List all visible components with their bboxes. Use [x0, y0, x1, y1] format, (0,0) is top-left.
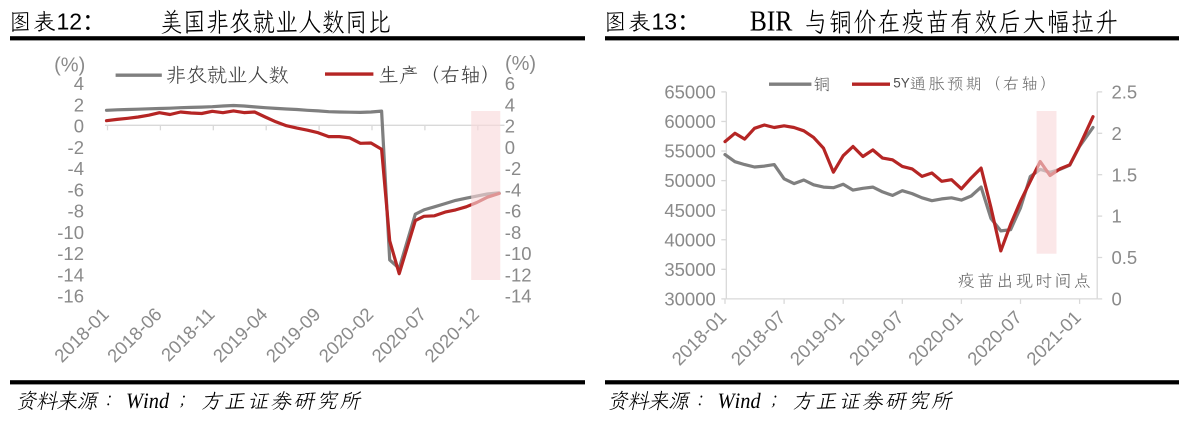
svg-text:45000: 45000 — [664, 200, 715, 221]
svg-text:50000: 50000 — [664, 170, 715, 191]
svg-text:2020-02: 2020-02 — [314, 303, 377, 366]
svg-text:0: 0 — [505, 137, 515, 158]
svg-text:2018-07: 2018-07 — [727, 306, 790, 369]
svg-text:4: 4 — [74, 73, 84, 94]
svg-text:35000: 35000 — [664, 259, 715, 280]
svg-text:-2: -2 — [505, 158, 521, 179]
svg-text:-6: -6 — [505, 201, 521, 222]
svg-text:0: 0 — [1112, 289, 1122, 310]
svg-text:(%): (%) — [505, 53, 536, 75]
svg-text:2018-01: 2018-01 — [50, 303, 113, 366]
svg-text:2: 2 — [505, 116, 515, 137]
svg-text:65000: 65000 — [664, 82, 715, 103]
svg-text:-4: -4 — [68, 158, 84, 179]
svg-text:4: 4 — [505, 94, 515, 115]
svg-text:30000: 30000 — [664, 289, 715, 310]
svg-text:-16: -16 — [57, 286, 84, 307]
svg-text:2020-01: 2020-01 — [904, 306, 967, 369]
svg-text:-2: -2 — [68, 137, 84, 158]
svg-text:2018-06: 2018-06 — [103, 303, 166, 366]
svg-text:-14: -14 — [505, 286, 532, 307]
svg-text:-10: -10 — [505, 243, 532, 264]
svg-text:6: 6 — [505, 73, 515, 94]
svg-text:2020-12: 2020-12 — [420, 303, 483, 366]
svg-text:55000: 55000 — [664, 141, 715, 162]
svg-text:0: 0 — [74, 116, 84, 137]
svg-text:2020-07: 2020-07 — [367, 303, 430, 366]
svg-text:-8: -8 — [505, 222, 521, 243]
svg-text:2019-01: 2019-01 — [786, 306, 849, 369]
svg-text:2019-04: 2019-04 — [209, 303, 272, 366]
svg-text:-10: -10 — [57, 222, 84, 243]
svg-text:2018-11: 2018-11 — [157, 303, 219, 365]
svg-text:-12: -12 — [57, 243, 84, 264]
svg-text:2: 2 — [1112, 123, 1122, 144]
svg-text:-6: -6 — [68, 179, 84, 200]
svg-text:2020-07: 2020-07 — [963, 306, 1026, 369]
svg-text:-12: -12 — [505, 264, 532, 285]
svg-text:2019-09: 2019-09 — [262, 303, 325, 366]
svg-text:1: 1 — [1112, 206, 1122, 227]
svg-text:0.5: 0.5 — [1112, 247, 1138, 268]
svg-text:-14: -14 — [57, 264, 84, 285]
svg-text:-4: -4 — [505, 179, 521, 200]
svg-text:5Y: 5Y — [893, 75, 910, 90]
svg-text:12：: 12： — [57, 9, 106, 35]
svg-text:40000: 40000 — [664, 229, 715, 250]
svg-text:2021-01: 2021-01 — [1022, 306, 1085, 369]
svg-text:60000: 60000 — [664, 111, 715, 132]
svg-text:2: 2 — [74, 94, 84, 115]
svg-text:13：: 13： — [652, 9, 701, 35]
svg-text:2019-07: 2019-07 — [845, 306, 908, 369]
svg-text:1.5: 1.5 — [1112, 164, 1138, 185]
svg-text:(%): (%) — [54, 55, 85, 77]
svg-text:2018-01: 2018-01 — [667, 306, 730, 369]
svg-text:2.5: 2.5 — [1112, 82, 1138, 103]
svg-text:-8: -8 — [68, 201, 84, 222]
